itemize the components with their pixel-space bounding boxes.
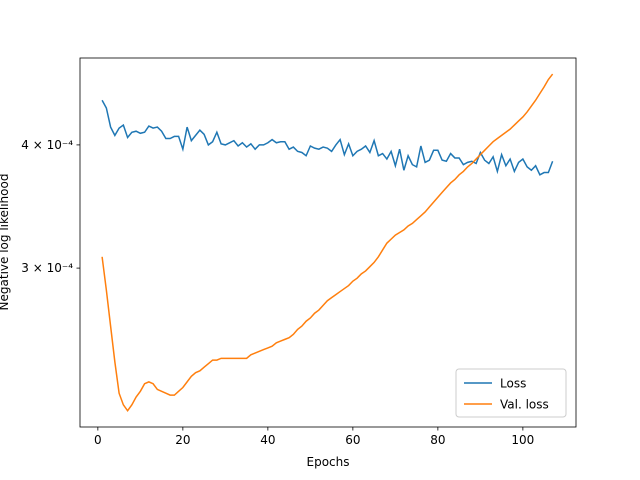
legend: Loss Val. loss [455,368,567,418]
y-axis-label: Negative log likelihood [0,174,11,311]
x-tick-label: 20 [175,433,190,447]
x-tick-label: 0 [94,433,102,447]
x-tick-label: 40 [260,433,275,447]
line-series [101,99,554,176]
legend-box [455,368,567,418]
line-series [101,73,554,413]
x-tick-label: 100 [511,433,534,447]
x-tick-label: 80 [430,433,445,447]
legend-label: Loss [500,377,526,391]
plot-frame [79,57,577,428]
y-tick-label: 3 × 10⁻⁴ [21,261,73,275]
x-axis-label: Epochs [307,455,350,469]
x-tick-label: 60 [345,433,360,447]
y-tick-label: 4 × 10⁻⁴ [21,138,73,152]
legend-label: Val. loss [500,398,549,412]
